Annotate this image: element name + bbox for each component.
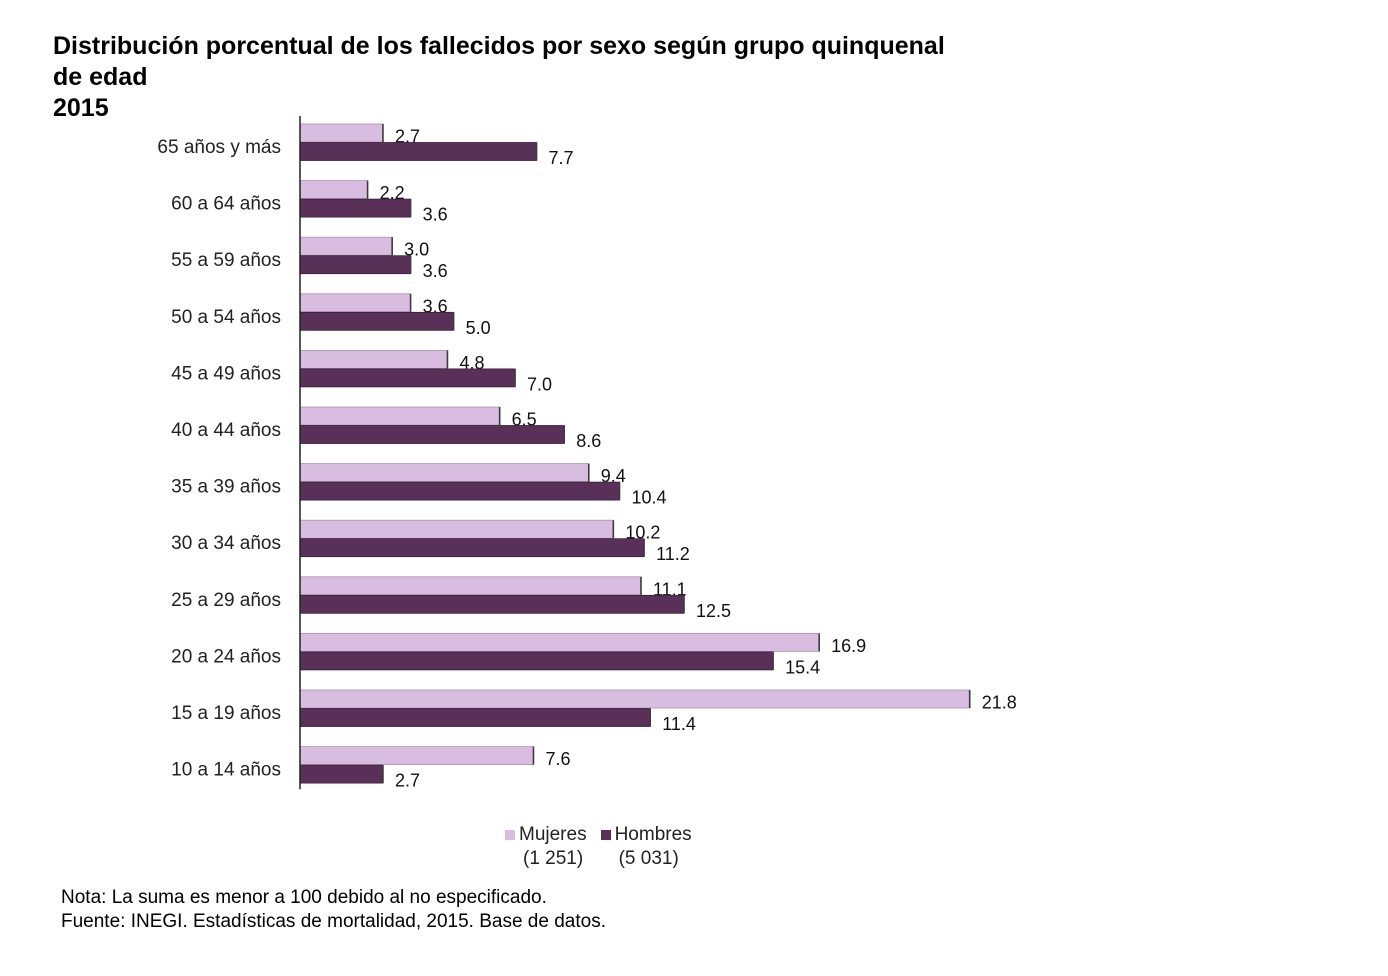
value-label-hombres-55-a-59-anos: 3.6 [423,261,448,281]
legend-count-hombres: (5 031) [618,848,679,869]
legend-label-hombres: Hombres [614,824,692,845]
bar-hombres-45-a-49-anos [299,368,516,388]
source-text: Fuente: INEGI. Estadísticas de mortalida… [61,911,606,932]
bar-hombres-65-anos-y-mas [299,142,537,161]
category-label-25-a-29-anos: 25 a 29 años [171,590,281,611]
value-label-mujeres-45-a-49-anos: 4.8 [459,353,484,373]
bar-mujeres-60-a-64-anos [299,180,368,200]
value-label-mujeres-60-a-64-anos: 2.2 [380,183,405,203]
legend-swatch-hombres [600,830,611,840]
value-label-mujeres-15-a-19-anos: 21.8 [982,693,1017,713]
legend-count-mujeres: (1 251) [523,848,584,869]
category-label-50-a-54-anos: 50 a 54 años [171,307,281,328]
legend: Mujeres (1 251) Hombres (5 031) [505,824,692,870]
bar-mujeres-35-a-39-anos [299,463,590,483]
bar-mujeres-10-a-14-anos [299,746,534,765]
category-label-15-a-19-anos: 15 a 19 años [171,703,281,724]
value-label-hombres-20-a-24-anos: 15.4 [785,657,820,677]
bar-hombres-15-a-19-anos [299,708,651,727]
value-label-mujeres-20-a-24-anos: 16.9 [831,636,866,656]
category-label-30-a-34-anos: 30 a 34 años [171,533,281,554]
legend-item-hombres: Hombres (5 031) [600,824,692,870]
category-label-40-a-44-anos: 40 a 44 años [171,420,281,441]
bar-hombres-40-a-44-anos [299,425,565,444]
bar-hombres-20-a-24-anos [299,651,774,671]
bar-mujeres-30-a-34-anos [299,519,614,539]
bar-hombres-25-a-29-anos [299,594,685,614]
value-label-mujeres-30-a-34-anos: 10.2 [625,523,660,543]
value-label-mujeres-50-a-54-anos: 3.6 [423,296,448,316]
category-label-65-anos-y-mas: 65 años y más [157,137,281,158]
category-label-10-a-14-anos: 10 a 14 años [171,760,281,781]
value-label-mujeres-35-a-39-anos: 9.4 [601,466,626,486]
category-label-20-a-24-anos: 20 a 24 años [171,646,281,667]
note-text: Nota: La suma es menor a 100 debido al n… [61,887,547,908]
value-label-mujeres-65-anos-y-mas: 2.7 [395,127,420,147]
bar-mujeres-40-a-44-anos [299,406,501,426]
value-label-mujeres-55-a-59-anos: 3.0 [404,240,429,260]
title-line-1: Distribución porcentual de los fallecido… [53,32,945,60]
footnotes: Nota: La suma es menor a 100 debido al n… [61,886,606,934]
bar-hombres-55-a-59-anos [299,255,411,275]
value-label-hombres-25-a-29-anos: 12.5 [696,601,731,621]
bar-mujeres-50-a-54-anos [299,293,411,313]
value-label-hombres-65-anos-y-mas: 7.7 [549,148,574,168]
bar-mujeres-15-a-19-anos [299,689,971,709]
category-label-35-a-39-anos: 35 a 39 años [171,477,281,498]
legend-label-mujeres: Mujeres [519,824,587,845]
value-label-mujeres-40-a-44-anos: 6.5 [512,410,537,430]
bar-mujeres-55-a-59-anos [299,236,393,256]
bar-mujeres-65-anos-y-mas [299,123,384,143]
bar-hombres-50-a-54-anos [299,311,455,331]
value-label-hombres-15-a-19-anos: 11.4 [662,714,696,734]
value-label-hombres-10-a-14-anos: 2.7 [395,771,420,791]
value-label-hombres-40-a-44-anos: 8.6 [576,431,601,451]
value-label-mujeres-10-a-14-anos: 7.6 [545,749,570,769]
bar-mujeres-45-a-49-anos [299,349,448,369]
bar-mujeres-25-a-29-anos [299,576,642,596]
bar-hombres-35-a-39-anos [299,481,620,501]
value-label-mujeres-25-a-29-anos: 11.1 [653,579,687,599]
value-label-hombres-60-a-64-anos: 3.6 [423,205,448,225]
bar-hombres-30-a-34-anos [299,538,645,558]
legend-item-mujeres: Mujeres (1 251) [505,824,587,870]
bar-hombres-10-a-14-anos [299,764,384,784]
title-line-2: de edad [53,63,148,91]
value-label-hombres-35-a-39-anos: 10.4 [631,488,666,508]
value-label-hombres-50-a-54-anos: 5.0 [466,318,491,338]
title-year: 2015 [53,94,109,122]
value-label-hombres-30-a-34-anos: 11.2 [656,544,690,564]
bar-mujeres-20-a-24-anos [299,633,820,652]
category-label-55-a-59-anos: 55 a 59 años [171,250,281,271]
category-label-60-a-64-anos: 60 a 64 años [171,194,281,215]
legend-swatch-mujeres [505,830,515,840]
value-label-hombres-45-a-49-anos: 7.0 [527,374,552,394]
category-label-45-a-49-anos: 45 a 49 años [171,363,281,384]
chart-title: Distribución porcentual de los fallecido… [53,31,1053,124]
bar-hombres-60-a-64-anos [299,198,411,218]
